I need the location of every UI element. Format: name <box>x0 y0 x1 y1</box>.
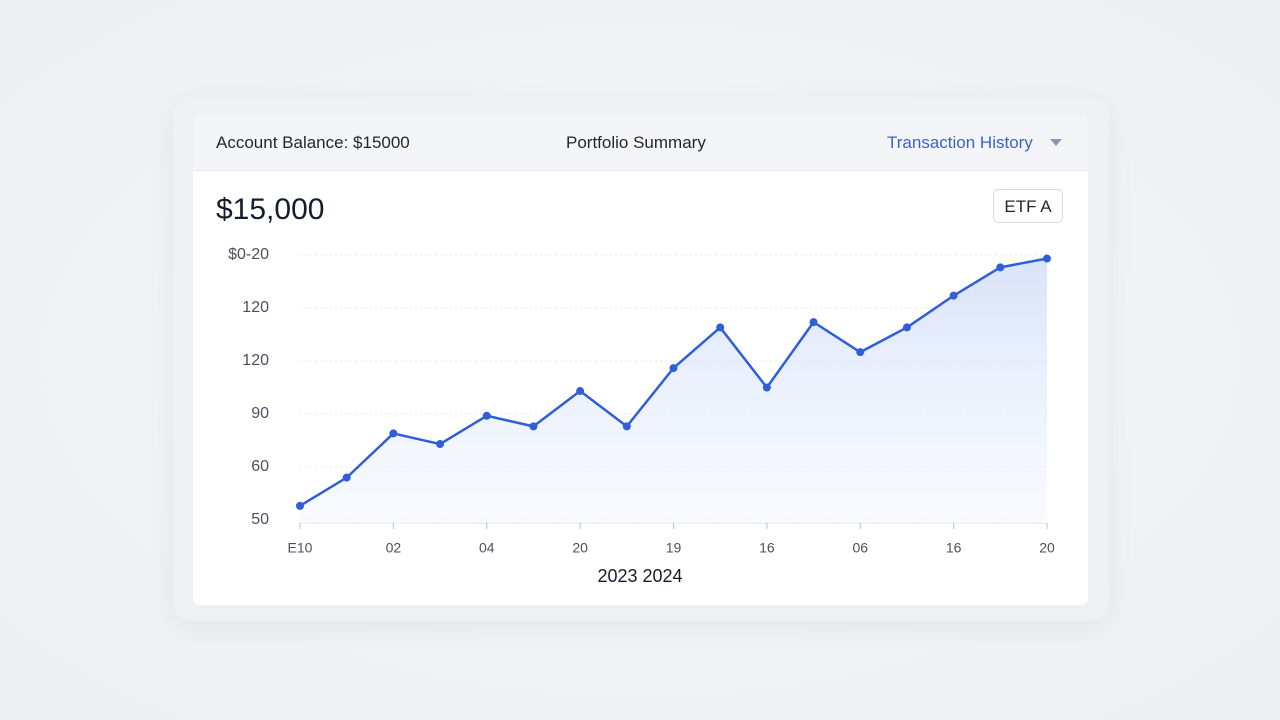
y-tick-label: 120 <box>242 352 269 369</box>
x-tick-label: 06 <box>852 540 868 556</box>
chart: 2023 2024 50 60 90 120 120 $0-20 E10 02 04 20 19 16… <box>228 246 1055 586</box>
x-axis-label: 2023 2024 <box>597 566 682 586</box>
x-tick-label: 04 <box>479 540 495 556</box>
panel: Account Balance: $15000 Portfolio Summar… <box>193 115 1088 605</box>
point <box>529 422 538 431</box>
point <box>996 263 1005 272</box>
point <box>342 473 351 482</box>
x-tick-label: 16 <box>759 540 775 556</box>
page-title: Portfolio Summary <box>566 133 706 152</box>
x-tick-label: 19 <box>666 540 682 556</box>
dropdown-arrow[interactable] <box>1050 139 1062 147</box>
x-tick-label: 20 <box>1039 540 1055 556</box>
x-tick-label: 16 <box>946 540 962 556</box>
point <box>482 411 491 420</box>
point <box>762 383 771 392</box>
balance: $15,000 <box>216 193 325 226</box>
menu[interactable]: Transaction History <box>887 133 1033 152</box>
point <box>436 440 445 449</box>
y-tick-label: 50 <box>251 511 269 528</box>
x-tick-label: E10 <box>288 540 313 556</box>
point <box>856 348 865 357</box>
header: Account Balance: $15000 Portfolio Summar… <box>193 115 1088 171</box>
area <box>300 258 1047 520</box>
point <box>1043 254 1051 263</box>
y-tick-label: $0-20 <box>228 246 269 263</box>
y-tick-label: 90 <box>251 405 269 422</box>
point <box>389 429 398 438</box>
point <box>949 291 958 300</box>
point <box>902 323 911 332</box>
x-tick-label: 02 <box>386 540 402 556</box>
selector[interactable]: ETF A <box>993 189 1063 223</box>
balance-label: Account Balance: $15000 <box>216 133 410 152</box>
point <box>576 387 585 396</box>
card: Account Balance: $15000 Portfolio Summar… <box>173 97 1109 621</box>
point <box>622 422 631 431</box>
point <box>716 323 725 332</box>
point <box>296 501 304 510</box>
y-tick-label: 120 <box>242 299 269 316</box>
point <box>809 318 818 327</box>
point <box>669 364 678 373</box>
x-tick-label: 20 <box>572 540 588 556</box>
y-tick-label: 60 <box>251 458 269 475</box>
